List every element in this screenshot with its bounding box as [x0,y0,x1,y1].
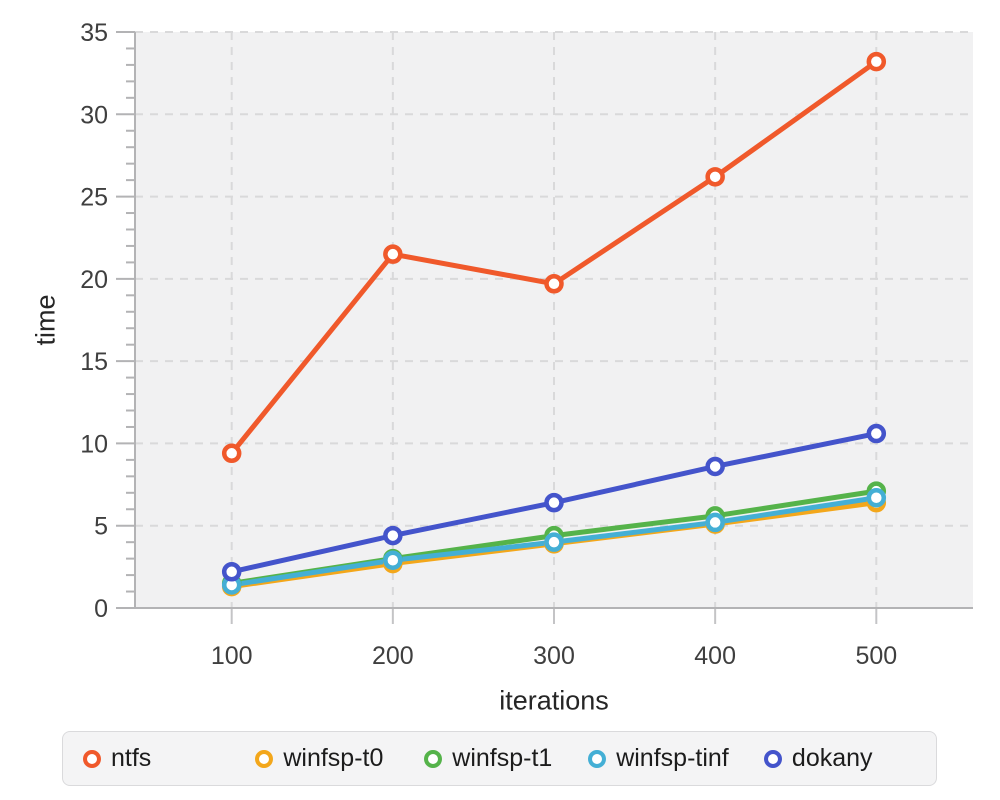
x-tick-label: 200 [372,642,414,670]
x-axis-title: iterations [499,685,609,716]
ntfs-marker-icon [83,749,101,768]
data-point-dokany [544,492,564,513]
legend-item-winfsp-tinf: winfsp-tinf [588,744,764,773]
x-tick-label: 500 [855,642,897,670]
legend-label: winfsp-t1 [452,744,553,772]
data-point-dokany [221,562,242,582]
legend: ntfs winfsp-t0 winfsp-t1 winfsp-tinf dok… [62,731,937,786]
y-tick-label: 15 [80,348,108,376]
data-point-dokany [705,456,725,477]
winfsp-tinf-marker-icon [588,749,607,768]
data-point-winfsp-tinf [383,550,403,571]
data-point-winfsp-tinf [544,532,564,552]
x-tick-label: 400 [694,642,736,670]
legend-label: winfsp-tinf [616,744,729,772]
data-point-winfsp-tinf [705,512,725,533]
data-point-dokany [383,525,403,546]
x-tick-label: 100 [211,642,253,670]
legend-item-winfsp-t1: winfsp-t1 [424,744,588,773]
legend-label: winfsp-t0 [283,744,384,772]
y-tick-label: 0 [94,595,108,623]
x-tick-label: 300 [533,642,575,670]
data-point-winfsp-tinf [866,487,887,508]
legend-label: ntfs [111,744,152,772]
data-point-ntfs [705,167,725,187]
legend-item-winfsp-t0: winfsp-t0 [255,744,424,773]
y-tick-label: 5 [94,513,108,541]
data-point-ntfs [383,244,403,264]
y-tick-label: 10 [80,430,108,458]
legend-item-dokany: dokany [763,744,916,773]
dokany-marker-icon [763,749,782,768]
legend-label: dokany [791,744,873,772]
data-point-ntfs [866,51,887,72]
y-tick-label: 20 [80,266,108,294]
y-axis-title: time [30,294,61,346]
data-point-dokany [866,423,887,444]
y-tick-label: 30 [80,101,108,129]
y-tick-label: 25 [80,184,108,212]
data-point-ntfs [221,443,242,464]
y-tick-label: 35 [80,19,108,47]
winfsp-t0-marker-icon [255,749,274,768]
data-point-ntfs [544,274,564,294]
winfsp-t1-marker-icon [424,749,443,768]
legend-item-ntfs: ntfs [83,744,255,773]
